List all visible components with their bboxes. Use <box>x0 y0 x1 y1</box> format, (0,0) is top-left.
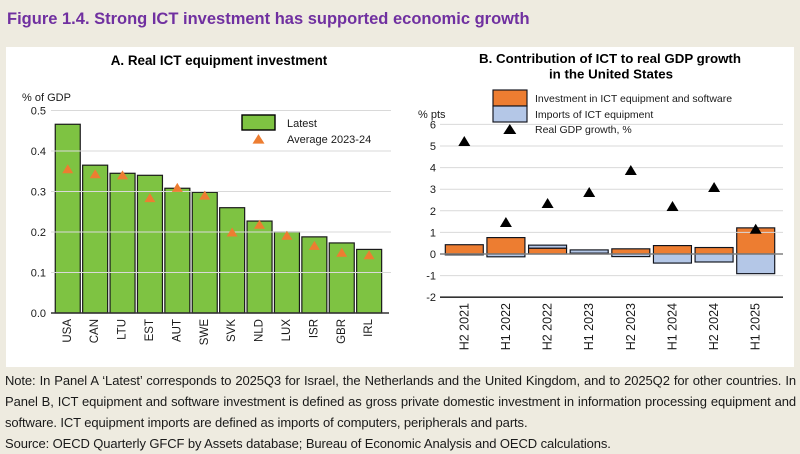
svg-text:0: 0 <box>430 249 436 261</box>
svg-text:0.4: 0.4 <box>31 146 46 158</box>
svg-text:0.0: 0.0 <box>31 308 46 320</box>
svg-text:-1: -1 <box>426 271 436 283</box>
svg-text:CAN: CAN <box>89 319 101 343</box>
svg-text:Average 2023-24: Average 2023-24 <box>287 134 371 146</box>
svg-text:Imports of ICT equipment: Imports of ICT equipment <box>535 109 653 121</box>
svg-text:ISR: ISR <box>308 319 320 338</box>
svg-text:H1 2024: H1 2024 <box>665 303 679 350</box>
svg-text:H2 2024: H2 2024 <box>707 303 721 350</box>
svg-text:in the United States: in the United States <box>549 67 673 82</box>
svg-text:5: 5 <box>430 141 436 153</box>
svg-text:Real GDP growth, %: Real GDP growth, % <box>535 124 632 136</box>
svg-text:SVK: SVK <box>226 319 238 342</box>
svg-text:% pts: % pts <box>418 109 446 121</box>
svg-text:-2: -2 <box>426 292 436 304</box>
svg-text:AUT: AUT <box>171 319 183 342</box>
svg-text:EST: EST <box>144 319 156 341</box>
svg-text:Latest: Latest <box>287 118 317 130</box>
svg-text:NLD: NLD <box>254 319 266 342</box>
svg-text:H1 2023: H1 2023 <box>582 303 596 350</box>
svg-text:B. Contribution of ICT to real: B. Contribution of ICT to real GDP growt… <box>479 51 741 66</box>
svg-text:GBR: GBR <box>336 319 348 344</box>
svg-text:A. Real ICT equipment investme: A. Real ICT equipment investment <box>111 53 328 68</box>
svg-text:0.1: 0.1 <box>31 268 46 280</box>
svg-text:H2 2021: H2 2021 <box>457 303 471 350</box>
svg-text:H1 2022: H1 2022 <box>499 303 513 350</box>
svg-text:2: 2 <box>430 206 436 218</box>
svg-text:LTU: LTU <box>117 319 129 340</box>
svg-text:0.3: 0.3 <box>31 187 46 199</box>
svg-text:4: 4 <box>430 163 436 175</box>
svg-text:3: 3 <box>430 184 436 196</box>
svg-text:6: 6 <box>430 119 436 131</box>
svg-text:SWE: SWE <box>199 319 211 346</box>
svg-text:1: 1 <box>430 227 436 239</box>
svg-text:0.5: 0.5 <box>31 106 46 118</box>
svg-text:LUX: LUX <box>281 319 293 342</box>
svg-text:H2 2022: H2 2022 <box>541 303 555 350</box>
svg-text:USA: USA <box>62 319 74 343</box>
svg-text:H2 2023: H2 2023 <box>624 303 638 350</box>
svg-text:0.2: 0.2 <box>31 227 46 239</box>
svg-text:Investment in ICT equipment an: Investment in ICT equipment and software <box>535 93 732 105</box>
svg-text:IRL: IRL <box>363 318 375 337</box>
svg-text:% of GDP: % of GDP <box>22 92 71 104</box>
svg-text:H1 2025: H1 2025 <box>749 303 763 350</box>
